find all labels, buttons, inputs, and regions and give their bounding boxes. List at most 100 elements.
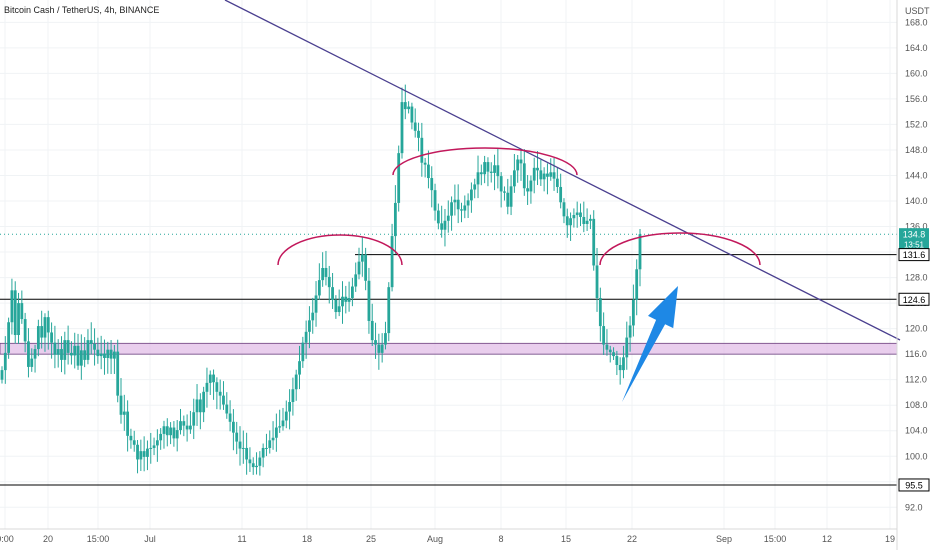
- candle-body: [595, 265, 599, 299]
- candle-body: [46, 317, 50, 333]
- candle-body: [519, 159, 523, 164]
- candle-body: [202, 391, 206, 413]
- candle-body: [162, 426, 166, 434]
- candle-body: [192, 412, 196, 426]
- candle-body: [400, 102, 404, 154]
- candle-body: [598, 298, 602, 327]
- price-tick-label: 136.0: [905, 222, 928, 232]
- candle-body: [165, 426, 169, 436]
- candle-body: [450, 202, 453, 216]
- candle-body: [327, 276, 331, 288]
- candle-body: [96, 349, 100, 357]
- candle-body: [132, 440, 136, 445]
- candle-body: [241, 447, 245, 449]
- candle-body: [360, 254, 364, 262]
- candle-body: [589, 218, 592, 221]
- price-tick-label: 160.0: [905, 68, 928, 78]
- candle-body: [410, 106, 414, 123]
- candle-body: [255, 465, 258, 468]
- candle-body: [615, 356, 619, 366]
- candle-body: [622, 357, 625, 371]
- price-label-text: 95.5: [905, 480, 923, 490]
- candle-body: [503, 191, 506, 193]
- candle-body: [552, 172, 556, 179]
- candle-body: [456, 199, 460, 210]
- price-tick-label: 168.0: [905, 17, 928, 27]
- candle-body: [536, 167, 539, 171]
- time-axis: 0:00 20 15:00 Jul 11 18 25 Aug 8 15 22 Sep 15:00 12 19: [0, 534, 895, 544]
- candle-body: [496, 165, 500, 177]
- support-zone: [0, 342, 898, 355]
- time-tick-label: Aug: [427, 534, 443, 544]
- candle-body: [509, 186, 513, 207]
- candle-body: [479, 172, 483, 175]
- candle-body: [337, 306, 341, 313]
- price-label-box: [898, 248, 930, 262]
- candle-body: [516, 159, 520, 171]
- candle-body: [592, 218, 596, 266]
- price-tick-label: 108.0: [905, 400, 928, 410]
- arc-pattern: [599, 232, 761, 266]
- candle-body: [367, 280, 371, 321]
- candle-body: [60, 349, 63, 360]
- candle-body: [440, 223, 444, 230]
- candle-body: [238, 441, 242, 449]
- candle-body: [83, 350, 87, 360]
- candle-body: [512, 170, 516, 187]
- time-tick-label: 15:00: [87, 534, 110, 544]
- candle-body: [99, 353, 103, 357]
- candle-body: [189, 425, 192, 430]
- candle-body: [225, 404, 229, 414]
- candle-body: [417, 130, 420, 138]
- candle-body: [43, 317, 47, 338]
- candle-body: [542, 173, 546, 180]
- candle-body: [605, 344, 609, 350]
- candle-body: [185, 425, 189, 430]
- candle-body: [546, 173, 549, 177]
- candle-body: [364, 254, 368, 281]
- price-tick-label: 116.0: [905, 349, 927, 359]
- candle-body: [341, 296, 344, 307]
- candle-body: [489, 171, 493, 173]
- candle-body: [245, 447, 249, 460]
- price-tick-label: 120.0: [905, 324, 928, 334]
- candle-body: [575, 212, 579, 216]
- candle-body: [27, 341, 30, 367]
- candle-body: [433, 190, 437, 211]
- candle-body: [308, 320, 311, 332]
- candle-body: [321, 268, 325, 281]
- candle-body: [129, 435, 133, 441]
- candle-body: [476, 172, 480, 185]
- candle-body: [30, 358, 34, 367]
- candle-body: [470, 189, 473, 201]
- candle-body: [248, 459, 252, 464]
- candle-body: [17, 303, 20, 336]
- candle-body: [89, 340, 93, 344]
- candle-body: [555, 178, 559, 187]
- candle-body: [384, 333, 387, 345]
- candle-body: [559, 186, 563, 203]
- candle-body: [344, 296, 348, 302]
- price-tick-label: 164.0: [905, 43, 928, 53]
- price-label-text: 131.6: [903, 250, 926, 260]
- time-tick-label: 12: [822, 534, 832, 544]
- candle-body: [357, 261, 361, 275]
- candle-body: [261, 447, 265, 458]
- candle-body: [179, 421, 182, 431]
- horizontal-levels: [0, 233, 897, 486]
- candle-body: [86, 340, 90, 360]
- candle-body: [112, 351, 116, 359]
- candle-body: [529, 180, 533, 192]
- candle-body: [109, 349, 113, 359]
- candle-body: [608, 349, 612, 353]
- candle-body: [288, 402, 291, 412]
- candle-body: [50, 332, 53, 343]
- candle-body: [258, 457, 262, 466]
- candle-body: [380, 344, 384, 353]
- candle-body: [506, 192, 510, 207]
- candle-body: [10, 290, 14, 323]
- candle-body: [139, 451, 143, 460]
- candle-body: [169, 427, 172, 436]
